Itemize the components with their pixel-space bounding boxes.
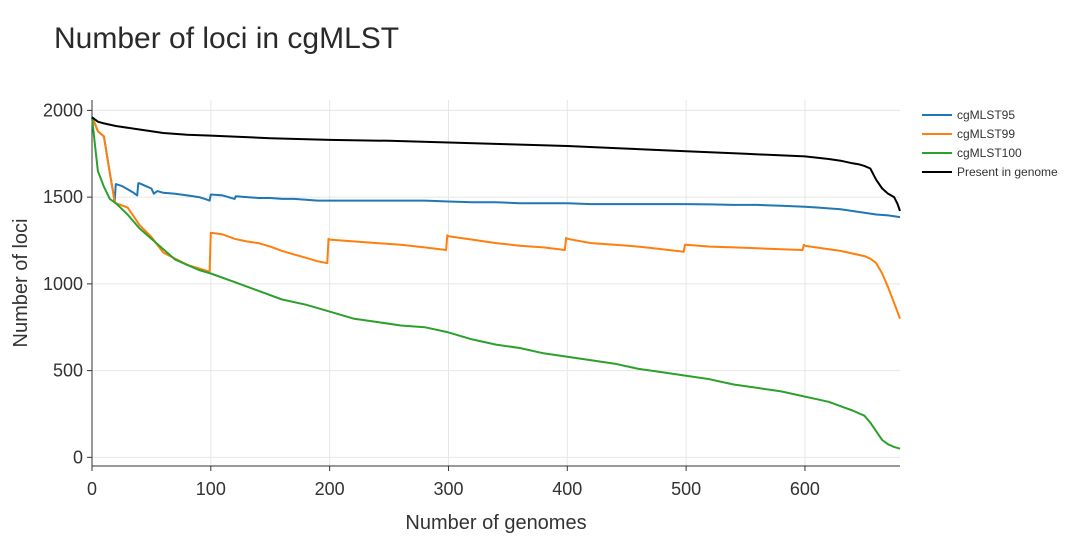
x-tick-label: 400 [552, 479, 582, 499]
tick-labels: 0 100 200 300 400 500 600 0 500 1000 1500 2000 [43, 100, 820, 499]
legend: cgMLST95 cgMLST99 cgMLST100 Present in geno… [922, 108, 1058, 179]
series-line-present-in-genome [91, 116, 901, 212]
x-tick-label: 300 [433, 479, 463, 499]
legend-label-present-in-genome: Present in genome [957, 165, 1058, 179]
series-line-cgmlst100 [91, 117, 901, 450]
y-tick-label: 500 [53, 361, 83, 381]
x-tick-label: 0 [87, 479, 97, 499]
x-tick-label: 500 [671, 479, 701, 499]
x-axis-title: Number of genomes [405, 512, 586, 534]
y-tick-label: 1000 [43, 274, 83, 294]
x-tick-label: 200 [315, 479, 345, 499]
series-lines [91, 116, 901, 450]
y-tick-label: 0 [73, 447, 83, 467]
y-tick-label: 1500 [43, 187, 83, 207]
series-line-cgmlst95 [91, 116, 901, 219]
x-tick-label: 100 [196, 479, 226, 499]
legend-label-cgmlst95: cgMLST95 [957, 108, 1015, 122]
series-line-cgmlst99 [91, 116, 901, 319]
x-tick-label: 600 [790, 479, 820, 499]
y-axis-title: Number of loci [10, 219, 32, 348]
y-tick-label: 2000 [43, 100, 83, 120]
legend-label-cgmlst99: cgMLST99 [957, 127, 1015, 141]
chart-title: Number of loci in cgMLST [54, 22, 400, 55]
axes [87, 100, 900, 471]
legend-label-cgmlst100: cgMLST100 [957, 146, 1022, 160]
